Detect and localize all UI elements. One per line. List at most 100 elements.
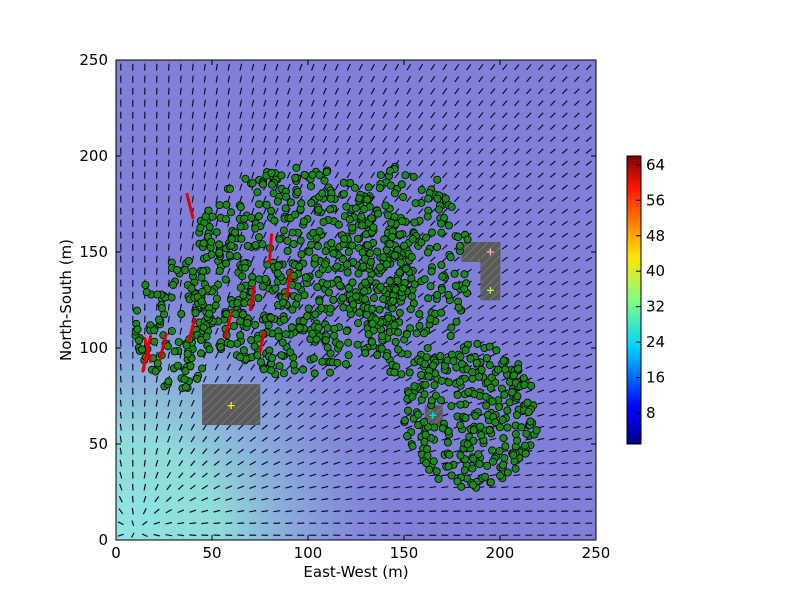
tree-point <box>240 298 249 307</box>
high-speed-vector <box>268 233 274 264</box>
tree-point <box>197 273 206 282</box>
tree-point <box>286 348 295 357</box>
tree-point <box>511 464 520 473</box>
tree-point <box>181 366 190 375</box>
tree-point <box>369 294 378 303</box>
tree-point <box>314 323 323 332</box>
tree-point <box>423 451 432 460</box>
tree-point <box>412 329 421 338</box>
colorbar-tick-label: 32 <box>646 298 665 316</box>
source-marker <box>429 411 437 419</box>
y-tick-label: 150 <box>79 243 108 261</box>
tree-point <box>325 368 334 377</box>
tree-point <box>167 327 176 336</box>
tree-point <box>450 269 459 278</box>
tree-point <box>414 421 423 430</box>
tree-point <box>513 392 522 401</box>
colorbar: 8 16 24 32 40 48 56 64 <box>626 155 665 445</box>
source-marker <box>227 402 235 410</box>
tree-point <box>314 205 323 214</box>
tree-point <box>358 221 367 230</box>
tree-point <box>447 323 456 332</box>
tree-point <box>349 300 358 309</box>
tree-point <box>153 290 162 299</box>
tree-point <box>519 374 528 383</box>
tree-point <box>236 222 245 231</box>
tree-point <box>383 211 392 220</box>
tree-point <box>438 272 447 281</box>
tree-point <box>390 189 399 198</box>
source-markers <box>227 248 494 419</box>
tree-point <box>453 390 462 399</box>
tree-point <box>397 180 406 189</box>
tree-point <box>400 416 409 425</box>
tree-point <box>173 361 182 370</box>
colorbar-tick-label: 48 <box>646 227 665 245</box>
tree-point <box>226 184 235 193</box>
tree-point <box>318 357 327 366</box>
tree-point <box>373 209 382 218</box>
tree-point <box>222 259 231 268</box>
tree-point <box>305 247 314 256</box>
tree-point <box>485 342 494 351</box>
tree-point <box>500 390 509 399</box>
tree-point <box>481 392 490 401</box>
tree-point <box>437 308 446 317</box>
tree-point <box>402 264 411 273</box>
tree-point <box>410 382 419 391</box>
tree-point <box>364 183 373 192</box>
tree-point <box>157 304 166 313</box>
tree-point <box>454 303 463 312</box>
tree-point <box>240 263 249 272</box>
tree-point <box>423 212 432 221</box>
tree-point <box>425 465 434 474</box>
tree-point <box>433 194 442 203</box>
tree-point <box>408 442 417 451</box>
tree-point <box>313 242 322 251</box>
high-speed-vector <box>187 317 197 342</box>
tree-point <box>287 323 296 332</box>
tree-point <box>344 247 353 256</box>
tree-point <box>186 361 195 370</box>
tree-point <box>457 482 466 491</box>
tree-point <box>254 293 263 302</box>
tree-point <box>266 313 275 322</box>
tree-point <box>199 239 208 248</box>
tree-point <box>323 343 332 352</box>
tree-point <box>250 342 259 351</box>
tree-point <box>415 321 424 330</box>
tree-point <box>318 189 327 198</box>
plot-frame <box>115 59 597 541</box>
tree-point <box>205 345 214 354</box>
tree-point <box>417 185 426 194</box>
tree-point <box>394 328 403 337</box>
tree-point <box>326 304 335 313</box>
tree-point <box>313 283 322 292</box>
tree-point <box>429 457 438 466</box>
tree-point <box>488 446 497 455</box>
tree-point <box>373 247 382 256</box>
high-speed-vectors <box>141 192 293 373</box>
tree-point <box>236 203 245 212</box>
tree-point <box>453 477 462 486</box>
colorbar-tick-label: 16 <box>646 369 665 387</box>
high-speed-vector <box>141 334 153 373</box>
tree-point <box>330 324 339 333</box>
high-speed-vector <box>143 336 153 363</box>
tree-point <box>288 228 297 237</box>
building-footprints <box>202 242 501 427</box>
tree-point <box>417 238 426 247</box>
tree-point <box>248 179 257 188</box>
tree-point <box>469 425 478 434</box>
colorbar-tick-label: 40 <box>646 262 665 280</box>
tree-point <box>340 234 349 243</box>
tree-point <box>184 256 193 265</box>
tree-point <box>271 284 280 293</box>
tree-point <box>339 178 348 187</box>
tree-point <box>434 474 443 483</box>
tree-point <box>364 330 373 339</box>
tree-point <box>390 251 399 260</box>
tree-point <box>426 282 435 291</box>
tree-point <box>385 277 394 286</box>
tree-point <box>289 360 298 369</box>
